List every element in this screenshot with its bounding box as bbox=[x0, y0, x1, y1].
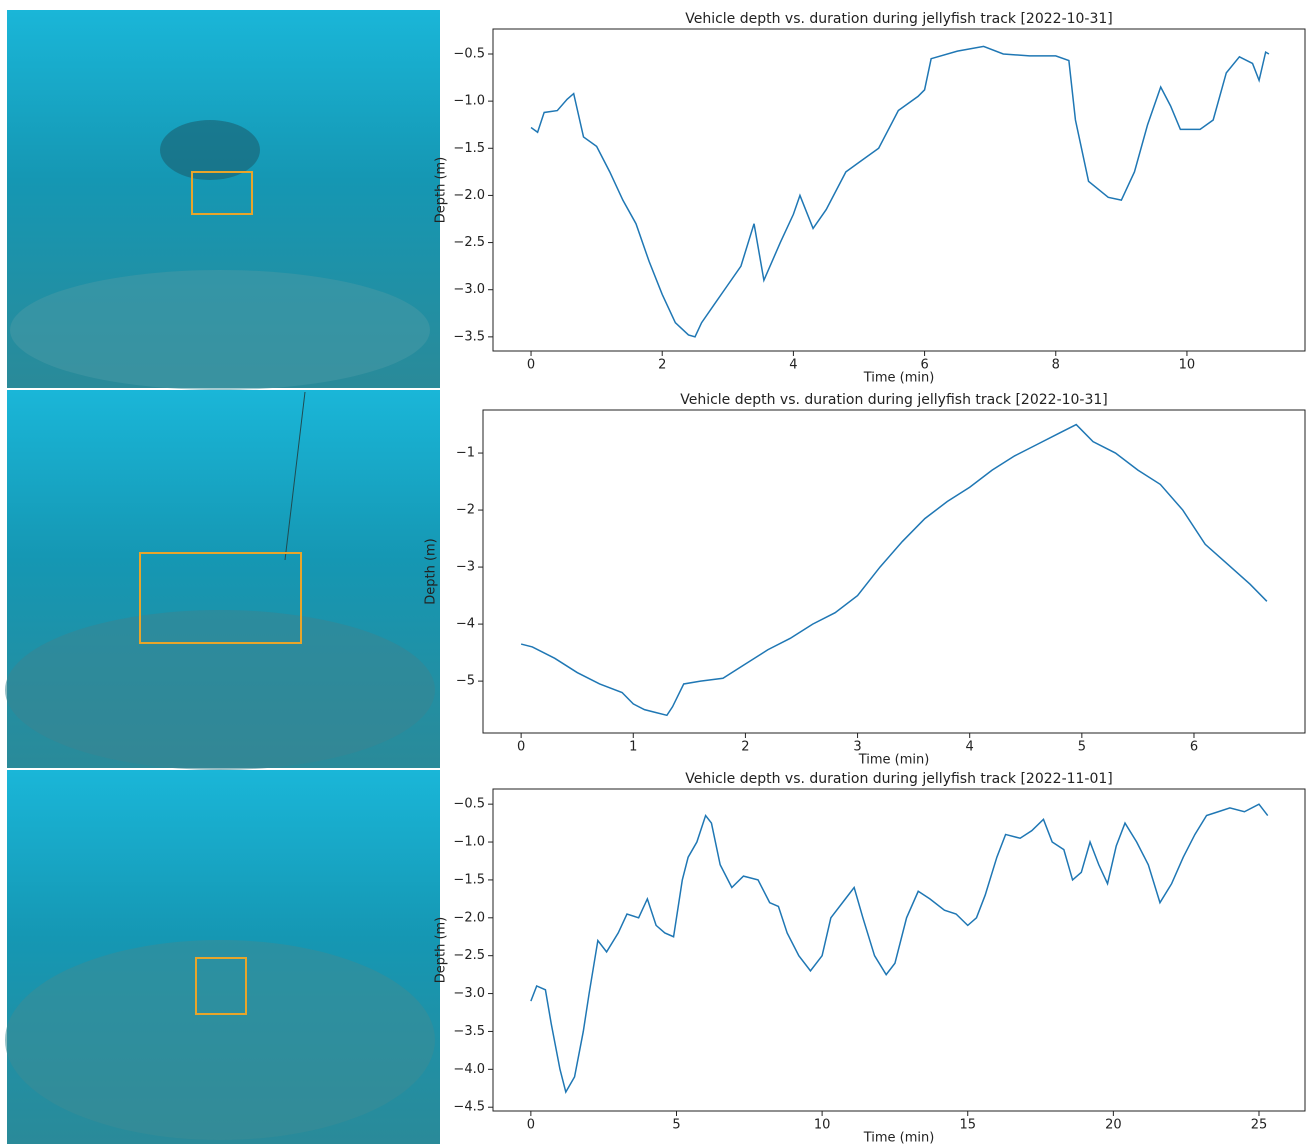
chart-title: Vehicle depth vs. duration during jellyf… bbox=[685, 771, 1113, 787]
y-tick-label: −3.0 bbox=[453, 282, 485, 297]
y-axis-label: Depth (m) bbox=[434, 157, 449, 224]
depth-line bbox=[531, 804, 1268, 1092]
x-tick-label: 15 bbox=[959, 1118, 976, 1133]
figure: Vehicle depth vs. duration during jellyf… bbox=[0, 0, 1306, 1144]
y-tick-label: −5 bbox=[456, 674, 475, 689]
chart-title: Vehicle depth vs. duration during jellyf… bbox=[680, 392, 1108, 408]
y-tick-label: −1.0 bbox=[453, 835, 485, 850]
x-tick-label: 2 bbox=[658, 358, 666, 373]
x-tick-label: 8 bbox=[1052, 358, 1060, 373]
photo-panel bbox=[5, 10, 440, 1144]
y-axis-label: Depth (m) bbox=[434, 917, 449, 984]
y-tick-label: −1.5 bbox=[453, 141, 485, 156]
page: {"chart_data": [ {"type": "line", "title… bbox=[0, 0, 1306, 1144]
y-tick-label: −3 bbox=[456, 560, 475, 575]
y-tick-label: −1 bbox=[456, 446, 475, 461]
y-tick-label: −3.5 bbox=[453, 329, 485, 344]
plot-frame bbox=[483, 410, 1305, 733]
x-tick-label: 5 bbox=[672, 1118, 680, 1133]
y-tick-label: −3.0 bbox=[453, 986, 485, 1001]
x-tick-label: 0 bbox=[527, 1118, 535, 1133]
chart: Vehicle depth vs. duration during jellyf… bbox=[434, 771, 1306, 1144]
y-tick-label: −1.5 bbox=[453, 872, 485, 887]
x-axis-label: Time (min) bbox=[863, 1131, 935, 1144]
x-tick-label: 5 bbox=[1078, 740, 1086, 755]
y-axis-label: Depth (m) bbox=[424, 538, 439, 605]
y-tick-label: −2 bbox=[456, 503, 475, 518]
x-tick-label: 4 bbox=[966, 740, 974, 755]
seabed bbox=[10, 270, 430, 390]
seabed bbox=[5, 940, 435, 1140]
x-tick-label: 10 bbox=[814, 1118, 831, 1133]
x-tick-label: 20 bbox=[1105, 1118, 1122, 1133]
y-tick-label: −2.5 bbox=[453, 235, 485, 250]
y-tick-label: −2.0 bbox=[453, 188, 485, 203]
chart: Vehicle depth vs. duration during jellyf… bbox=[434, 11, 1306, 386]
x-tick-label: 25 bbox=[1251, 1118, 1268, 1133]
chart-title: Vehicle depth vs. duration during jellyf… bbox=[685, 11, 1113, 27]
y-tick-label: −4 bbox=[456, 617, 475, 632]
x-tick-label: 2 bbox=[741, 740, 749, 755]
depth-line bbox=[531, 46, 1269, 336]
x-axis-label: Time (min) bbox=[863, 371, 935, 386]
y-tick-label: −4.5 bbox=[453, 1100, 485, 1115]
y-tick-label: −4.0 bbox=[453, 1062, 485, 1077]
depth-line bbox=[521, 425, 1267, 716]
y-tick-label: −3.5 bbox=[453, 1024, 485, 1039]
x-tick-label: 0 bbox=[517, 740, 525, 755]
x-axis-label: Time (min) bbox=[858, 753, 930, 768]
y-tick-label: −2.5 bbox=[453, 948, 485, 963]
x-tick-label: 0 bbox=[527, 358, 535, 373]
y-tick-label: −0.5 bbox=[453, 46, 485, 61]
y-tick-label: −0.5 bbox=[453, 797, 485, 812]
seabed bbox=[5, 610, 435, 770]
chart: Vehicle depth vs. duration during jellyf… bbox=[424, 392, 1306, 768]
y-tick-label: −2.0 bbox=[453, 910, 485, 925]
x-tick-label: 1 bbox=[629, 740, 637, 755]
plot-frame bbox=[493, 29, 1305, 351]
x-tick-label: 6 bbox=[1190, 740, 1198, 755]
x-tick-label: 4 bbox=[789, 358, 797, 373]
x-tick-label: 10 bbox=[1179, 358, 1196, 373]
y-tick-label: −1.0 bbox=[453, 94, 485, 109]
